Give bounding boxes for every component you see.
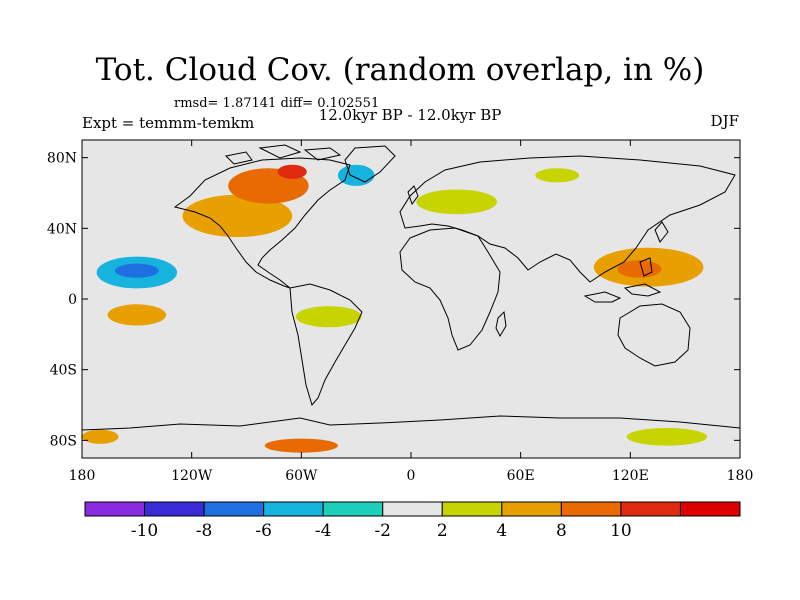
y-tick-label: 80S — [50, 433, 77, 449]
y-tick-label: 0 — [68, 292, 77, 308]
colorbar-swatch — [501, 501, 562, 517]
colorbar-swatch — [679, 501, 741, 517]
x-tick-label: 60E — [507, 468, 535, 484]
coastline-antarctica — [82, 415, 740, 431]
anomaly-patch — [107, 304, 167, 326]
colorbar-label: -2 — [374, 521, 391, 541]
x-tick-label: 180 — [69, 468, 96, 484]
coastline-north-america — [173, 157, 351, 289]
colorbar-swatch — [263, 501, 324, 517]
colorbar-label: 8 — [556, 521, 567, 541]
anomaly-patch — [626, 427, 708, 446]
anomaly-patch — [182, 194, 293, 238]
anomaly-patch — [416, 189, 497, 215]
x-tick-label: 0 — [407, 468, 416, 484]
x-tick-label: 60W — [285, 468, 318, 484]
colorbar-swatch — [144, 501, 205, 517]
colorbar-swatch — [322, 501, 384, 517]
coastline-africa — [399, 227, 501, 351]
map-background — [82, 140, 740, 458]
y-tick-label: 40N — [47, 221, 77, 237]
period-text: 12.0kyr BP - 12.0kyr BP — [318, 106, 502, 124]
season-label: DJF — [710, 112, 739, 130]
stats-text: rmsd= 1.87141 diff= 0.102551 — [174, 96, 380, 111]
anomaly-patch — [82, 429, 119, 444]
colorbar-label: -4 — [315, 521, 332, 541]
anomaly-patch — [295, 306, 362, 328]
coastline-greenland — [344, 145, 396, 183]
anomaly-layer — [82, 148, 740, 453]
coastline-british-isles — [407, 185, 419, 206]
colorbar: -10 -8 -6 -4 -2 2 4 8 10 — [84, 501, 741, 541]
coastline-layer — [82, 144, 740, 431]
anomaly-patch — [566, 426, 622, 441]
colorbar-label: -8 — [196, 521, 213, 541]
plot-title: Tot. Cloud Cov. (random overlap, in %) — [95, 52, 705, 88]
anomaly-patch — [535, 168, 580, 183]
anomaly-patch — [277, 164, 307, 179]
coastline-arctic-islands — [224, 144, 342, 165]
colorbar-swatch — [84, 501, 146, 517]
colorbar-label: 4 — [496, 521, 507, 541]
colorbar-swatch — [203, 501, 265, 517]
x-tick-label: 180 — [727, 468, 754, 484]
anomaly-patch — [337, 164, 375, 186]
colorbar-label: -6 — [255, 521, 272, 541]
coastline-madagascar — [495, 310, 507, 338]
colorbar-swatch — [441, 501, 503, 517]
anomaly-patch — [264, 438, 338, 453]
colorbar-label: 10 — [610, 521, 632, 541]
colorbar-swatch — [382, 501, 443, 517]
colorbar-label: -10 — [131, 521, 158, 541]
anomaly-patch — [617, 260, 662, 278]
coastline-eurasia — [399, 155, 736, 283]
x-tick-label: 120E — [612, 468, 649, 484]
colorbar-label: 2 — [437, 521, 448, 541]
experiment-label: Expt = temmm-temkm — [82, 114, 255, 132]
coastline-australia — [617, 303, 691, 367]
anomaly-patch — [648, 214, 740, 243]
axis-ticks: 80N 40N 0 40S 80S 180 120W 60W 0 60E 120E 180 — [47, 140, 753, 484]
y-tick-label: 80N — [47, 151, 77, 167]
colorbar-swatch — [620, 501, 681, 517]
colorbar-swatch — [560, 501, 622, 517]
x-tick-label: 120W — [171, 468, 213, 484]
anomaly-patch — [114, 263, 159, 278]
coastline-japan — [654, 221, 669, 243]
y-tick-label: 40S — [50, 363, 77, 379]
coastline-maritime-continent — [583, 257, 662, 303]
coastline-south-america — [289, 283, 363, 407]
anomaly-patch — [145, 148, 201, 167]
